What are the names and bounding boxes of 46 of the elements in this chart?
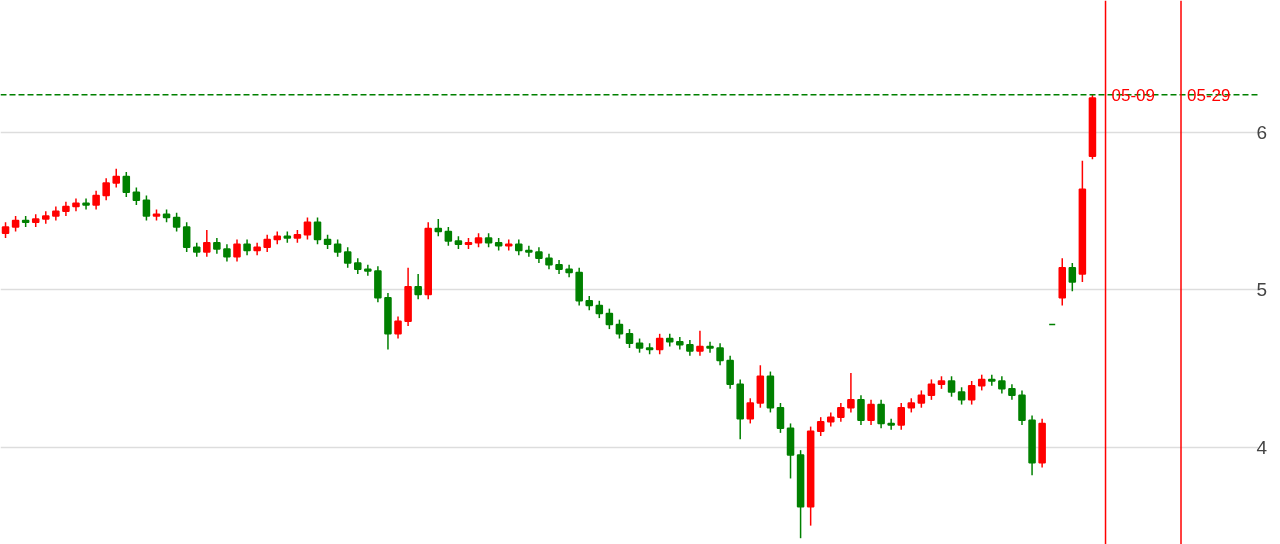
candlestick bbox=[877, 399, 885, 429]
candlestick bbox=[605, 307, 614, 330]
annotation: 05-09 bbox=[1111, 85, 1156, 105]
candlestick bbox=[1068, 262, 1077, 293]
candlestick bbox=[988, 373, 996, 387]
candlestick bbox=[857, 394, 865, 426]
candlestick bbox=[897, 402, 905, 431]
candlestick bbox=[887, 417, 895, 431]
candlestick bbox=[655, 333, 664, 356]
candlestick bbox=[776, 402, 785, 434]
candlestick bbox=[203, 229, 211, 258]
candlestick bbox=[947, 375, 956, 398]
candlestick bbox=[726, 355, 734, 390]
candlestick bbox=[112, 167, 121, 189]
candlestick bbox=[122, 171, 131, 198]
candlestick bbox=[172, 212, 181, 233]
candlestick bbox=[967, 380, 976, 406]
candlestick bbox=[364, 263, 372, 277]
candlestick bbox=[837, 402, 845, 423]
candlestick bbox=[525, 245, 533, 258]
candlestick bbox=[615, 318, 624, 340]
candlestick bbox=[394, 315, 402, 340]
y-tick-label: 5 bbox=[1256, 279, 1268, 301]
candlestick bbox=[182, 221, 191, 253]
y-tick-label: 6 bbox=[1256, 122, 1268, 144]
candlestick bbox=[746, 397, 755, 425]
candlestick bbox=[343, 246, 352, 269]
candlestick bbox=[414, 273, 422, 300]
candlestick bbox=[696, 329, 704, 357]
candlestick bbox=[82, 197, 90, 211]
candlestick bbox=[867, 399, 875, 426]
candlestick bbox=[847, 372, 855, 414]
candlestick bbox=[303, 216, 312, 241]
candlestick bbox=[625, 328, 634, 349]
candlestick bbox=[233, 238, 241, 263]
candlestick bbox=[444, 226, 453, 247]
candlestick bbox=[92, 189, 100, 211]
y-tick-label: 4 bbox=[1256, 436, 1268, 458]
candlestick bbox=[716, 342, 724, 367]
candlestick bbox=[706, 340, 714, 354]
candlestick bbox=[816, 416, 825, 437]
candlestick bbox=[142, 194, 151, 222]
candlestick bbox=[313, 216, 322, 245]
candlestick bbox=[102, 177, 110, 201]
annotation: 05-29 bbox=[1187, 85, 1231, 105]
candlestick bbox=[927, 378, 936, 401]
